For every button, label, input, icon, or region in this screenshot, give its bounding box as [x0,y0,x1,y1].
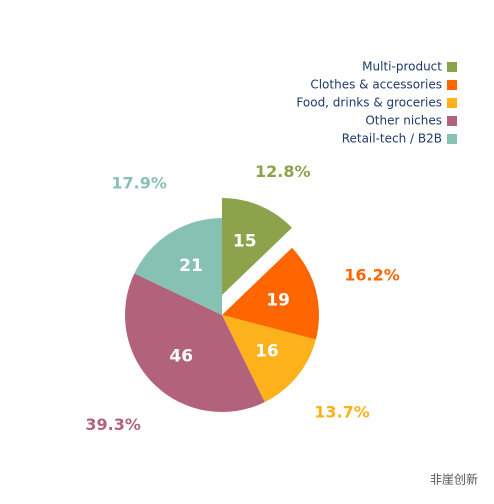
pie-slice [125,273,265,412]
legend-swatch [447,134,457,144]
slice-value-label: 19 [266,290,290,310]
pie-slice [222,198,292,295]
legend-label: Clothes & accessories [310,78,442,92]
legend-swatch [447,62,457,72]
pie-slice [222,247,319,340]
legend-label: Other niches [365,114,442,128]
legend-label: Multi-product [362,60,442,74]
slice-percent-label: 39.3% [85,415,141,434]
slice-percent-label: 12.8% [255,162,311,181]
slice-value-label: 16 [255,342,279,362]
slice-value-label: 15 [233,232,257,252]
slice-percent-label: 17.9% [111,173,167,192]
legend-swatch [447,116,457,126]
legend-swatch [447,80,457,90]
watermark: 非崖创新 [430,472,478,487]
slice-percent-label: 13.7% [314,403,370,422]
pie-slice [222,315,316,403]
slice-value-label: 46 [169,346,193,366]
slice-value-label: 21 [179,256,203,276]
legend-label: Retail-tech / B2B [342,132,442,146]
pie-slice [134,218,222,315]
legend-label: Food, drinks & groceries [296,96,442,110]
slice-percent-label: 16.2% [344,265,400,284]
legend-swatch [447,98,457,108]
